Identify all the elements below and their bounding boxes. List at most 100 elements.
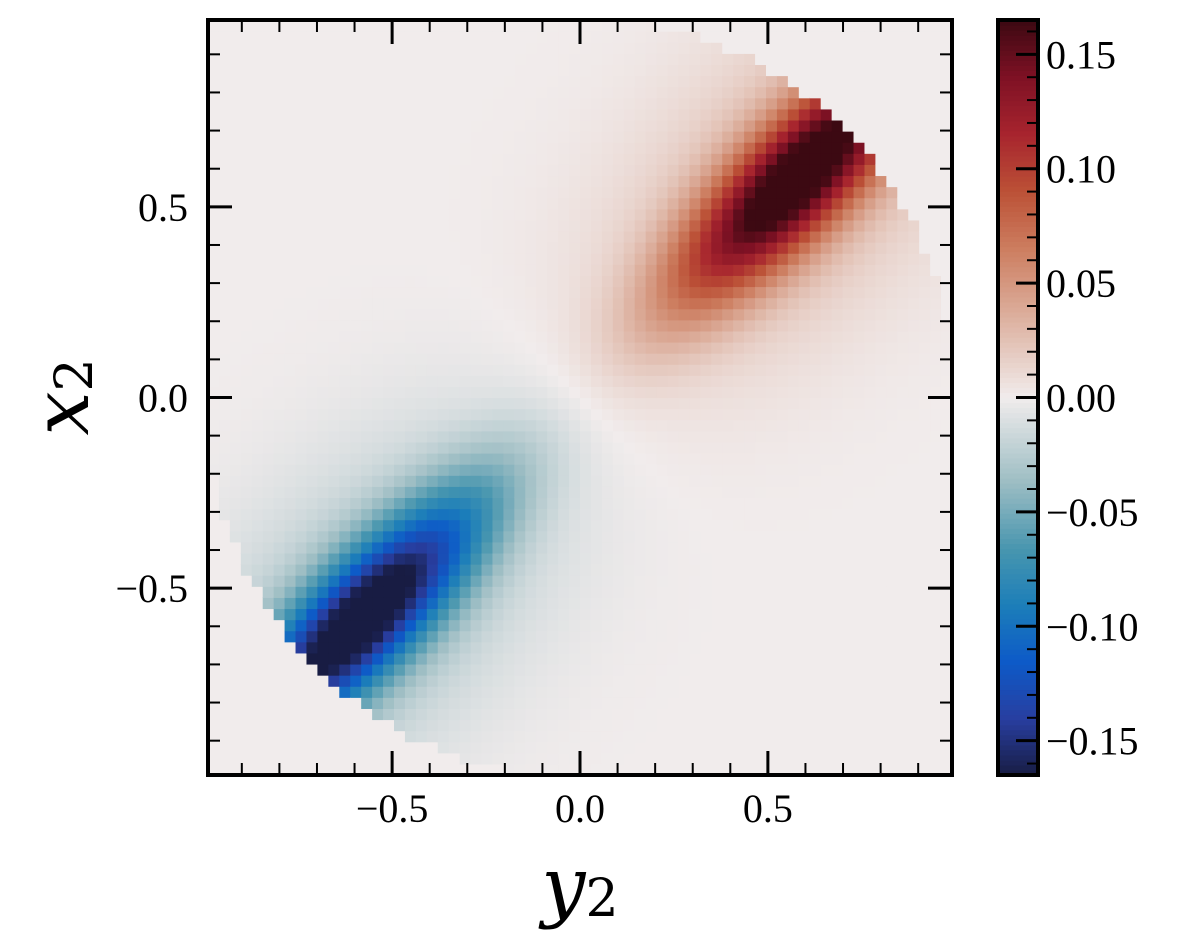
heatmap-cell — [525, 397, 537, 410]
heatmap-cell — [776, 386, 789, 399]
heatmap-cell — [394, 253, 406, 265]
heatmap-cell — [383, 330, 395, 343]
heatmap-cell — [525, 686, 537, 698]
heatmap-cell — [820, 153, 833, 165]
heatmap-cell — [240, 341, 253, 354]
heatmap-cell — [558, 408, 570, 421]
heatmap-cell — [645, 353, 658, 365]
heatmap-cell — [853, 364, 866, 376]
heatmap-cell — [328, 286, 340, 299]
heatmap-cell — [678, 741, 691, 754]
heatmap-cell — [930, 219, 942, 232]
heatmap-cell — [262, 630, 275, 643]
heatmap-cell — [470, 42, 483, 54]
heatmap-cell — [350, 286, 362, 299]
heatmap-cell — [798, 486, 811, 499]
heatmap-cell — [787, 253, 800, 265]
heatmap-cell — [897, 708, 909, 721]
heatmap-cell — [470, 497, 483, 510]
heatmap-cell — [361, 763, 373, 775]
heatmap-cell — [295, 64, 308, 77]
heatmap-cell — [262, 142, 275, 154]
heatmap-cell — [831, 175, 844, 188]
heatmap-cell — [601, 464, 614, 476]
heatmap-cell — [448, 31, 461, 43]
heatmap-cell — [798, 419, 811, 432]
heatmap-cell — [481, 508, 494, 521]
heatmap-cell — [755, 364, 767, 376]
heatmap-cell — [361, 242, 373, 254]
heatmap-cell — [678, 575, 691, 587]
heatmap-cell — [503, 608, 515, 621]
heatmap-cell — [569, 164, 581, 177]
heatmap-cell — [273, 441, 286, 454]
heatmap-cell — [481, 353, 494, 365]
heatmap-cell — [208, 153, 220, 165]
heatmap-cell — [426, 641, 439, 654]
heatmap-cell — [229, 31, 242, 43]
heatmap-cell — [678, 353, 691, 365]
heatmap-cell — [601, 319, 614, 332]
heatmap-cell — [722, 275, 734, 288]
heatmap-cell — [569, 353, 581, 365]
heatmap-cell — [897, 275, 909, 288]
heatmap-cell — [941, 741, 952, 754]
heatmap-cell — [328, 375, 340, 387]
heatmap-cell — [295, 552, 308, 565]
heatmap-cell — [306, 697, 319, 709]
heatmap-cell — [569, 119, 581, 132]
heatmap-cell — [481, 608, 494, 621]
heatmap-cell — [383, 763, 395, 775]
heatmap-cell — [251, 353, 264, 365]
heatmap-cell — [831, 53, 844, 66]
heatmap-cell — [339, 652, 351, 665]
heatmap-cell — [339, 752, 351, 765]
heatmap-cell — [689, 86, 701, 99]
heatmap-cell — [470, 741, 483, 754]
heatmap-cell — [831, 142, 844, 154]
heatmap-cell — [240, 375, 253, 387]
heatmap-cell — [634, 208, 647, 221]
heatmap-cell — [459, 208, 472, 221]
heatmap-cell — [930, 253, 942, 265]
heatmap-cell — [689, 652, 701, 665]
heatmap-cell — [941, 119, 952, 132]
heatmap-cell — [437, 20, 450, 32]
heatmap-cell — [525, 441, 537, 454]
heatmap-cell — [864, 175, 877, 188]
heatmap-cell — [317, 564, 329, 576]
heatmap-cell — [350, 519, 362, 532]
heatmap-cell — [361, 164, 373, 177]
heatmap-cell — [295, 752, 308, 765]
heatmap-cell — [853, 408, 866, 421]
heatmap-cell — [755, 719, 767, 732]
heatmap-cell — [339, 575, 351, 587]
heatmap-cell — [284, 164, 297, 177]
heatmap-cell — [590, 131, 603, 143]
heatmap-cell — [580, 108, 592, 121]
heatmap-cell — [470, 108, 483, 121]
heatmap-cell — [875, 486, 887, 499]
heatmap-cell — [601, 119, 614, 132]
heatmap-cell — [580, 142, 592, 154]
heatmap-cell — [875, 752, 887, 765]
heatmap-cell — [831, 31, 844, 43]
heatmap-cell — [919, 353, 931, 365]
heatmap-cell — [590, 197, 603, 210]
heatmap-cell — [656, 230, 669, 243]
heatmap-cell — [251, 475, 264, 487]
heatmap-cell — [536, 686, 548, 698]
heatmap-cell — [842, 686, 855, 698]
heatmap-cell — [711, 242, 723, 254]
heatmap-cell — [744, 97, 756, 110]
heatmap-cell — [383, 475, 395, 487]
heatmap-cell — [328, 597, 340, 610]
heatmap-cell — [733, 119, 745, 132]
heatmap-cell — [590, 475, 603, 487]
heatmap-cell — [350, 308, 362, 321]
heatmap-cell — [634, 264, 647, 276]
heatmap-cell — [404, 519, 417, 532]
heatmap-cell — [864, 386, 877, 399]
heatmap-cell — [372, 53, 384, 66]
heatmap-cell — [208, 663, 220, 676]
